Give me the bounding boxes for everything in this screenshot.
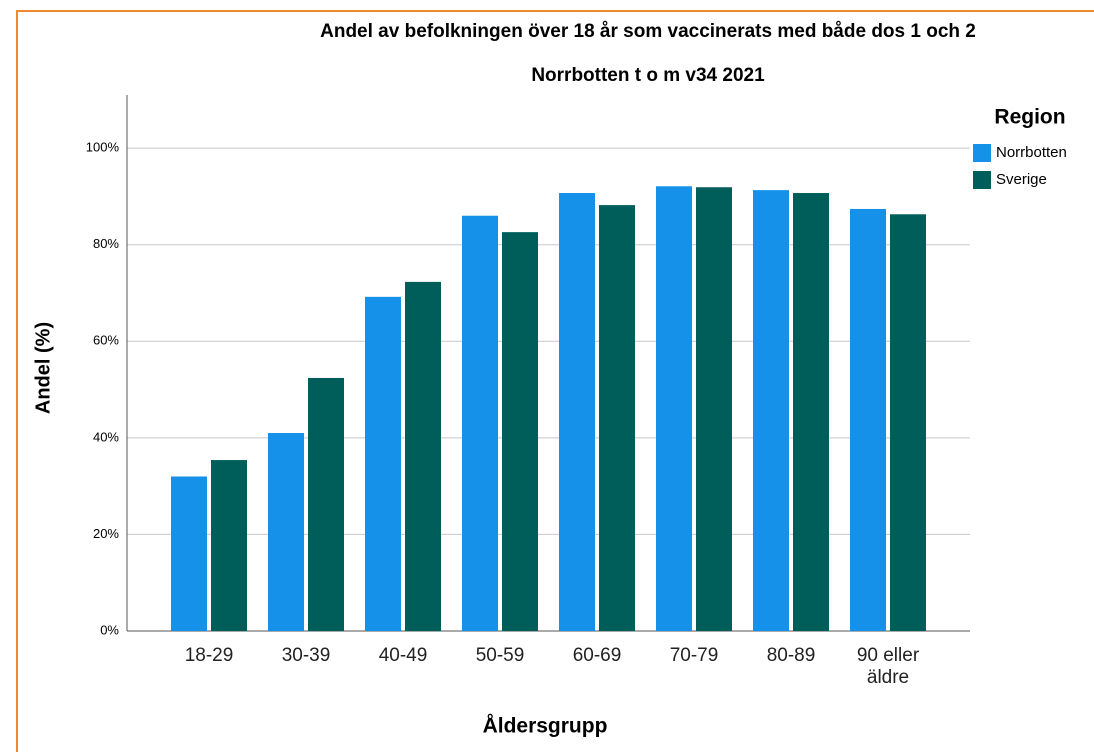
x-tick-label: 30-39 xyxy=(281,645,331,666)
x-tick-label: 70-79 xyxy=(669,645,719,666)
bar xyxy=(559,193,595,632)
x-tick-label: 50-59 xyxy=(475,645,525,666)
y-tick-label: 20% xyxy=(93,526,119,541)
legend-title: Region xyxy=(994,106,1065,129)
x-tick-label: 18-29 xyxy=(184,645,234,666)
bar xyxy=(696,187,732,631)
y-tick-label: 80% xyxy=(93,236,119,251)
x-tick-label: 40-49 xyxy=(378,645,428,666)
legend-label: Sverige xyxy=(996,171,1047,188)
legend-swatch xyxy=(973,144,991,162)
bar xyxy=(850,208,886,631)
bar xyxy=(462,215,498,632)
x-axis-label: Åldersgrupp xyxy=(483,714,608,738)
x-tick-label: 80-89 xyxy=(766,645,816,666)
y-tick-label: 0% xyxy=(100,622,119,637)
y-tick-label: 60% xyxy=(93,333,119,348)
bar xyxy=(753,190,789,631)
bar xyxy=(308,377,344,631)
y-tick-label: 40% xyxy=(93,429,119,444)
x-tick-label: 90 eller äldre xyxy=(856,645,920,688)
bar xyxy=(890,214,926,631)
bar xyxy=(211,460,247,631)
y-axis-label: Andel (%) xyxy=(32,322,54,414)
bar xyxy=(405,281,441,631)
legend-label: Norrbotten xyxy=(996,144,1067,161)
y-tick-label: 100% xyxy=(86,140,120,155)
bar xyxy=(171,476,207,631)
bar xyxy=(502,232,538,631)
bar xyxy=(599,205,635,631)
bar xyxy=(793,193,829,632)
bar xyxy=(365,296,401,631)
chart-subtitle: Norrbotten t o m v34 2021 xyxy=(531,65,765,86)
legend-swatch xyxy=(973,171,991,189)
chart-title: Andel av befolkningen över 18 år som vac… xyxy=(320,21,976,42)
x-tick-label: 60-69 xyxy=(572,645,622,666)
bar xyxy=(656,186,692,631)
bar xyxy=(268,433,304,631)
frame xyxy=(16,10,1094,752)
